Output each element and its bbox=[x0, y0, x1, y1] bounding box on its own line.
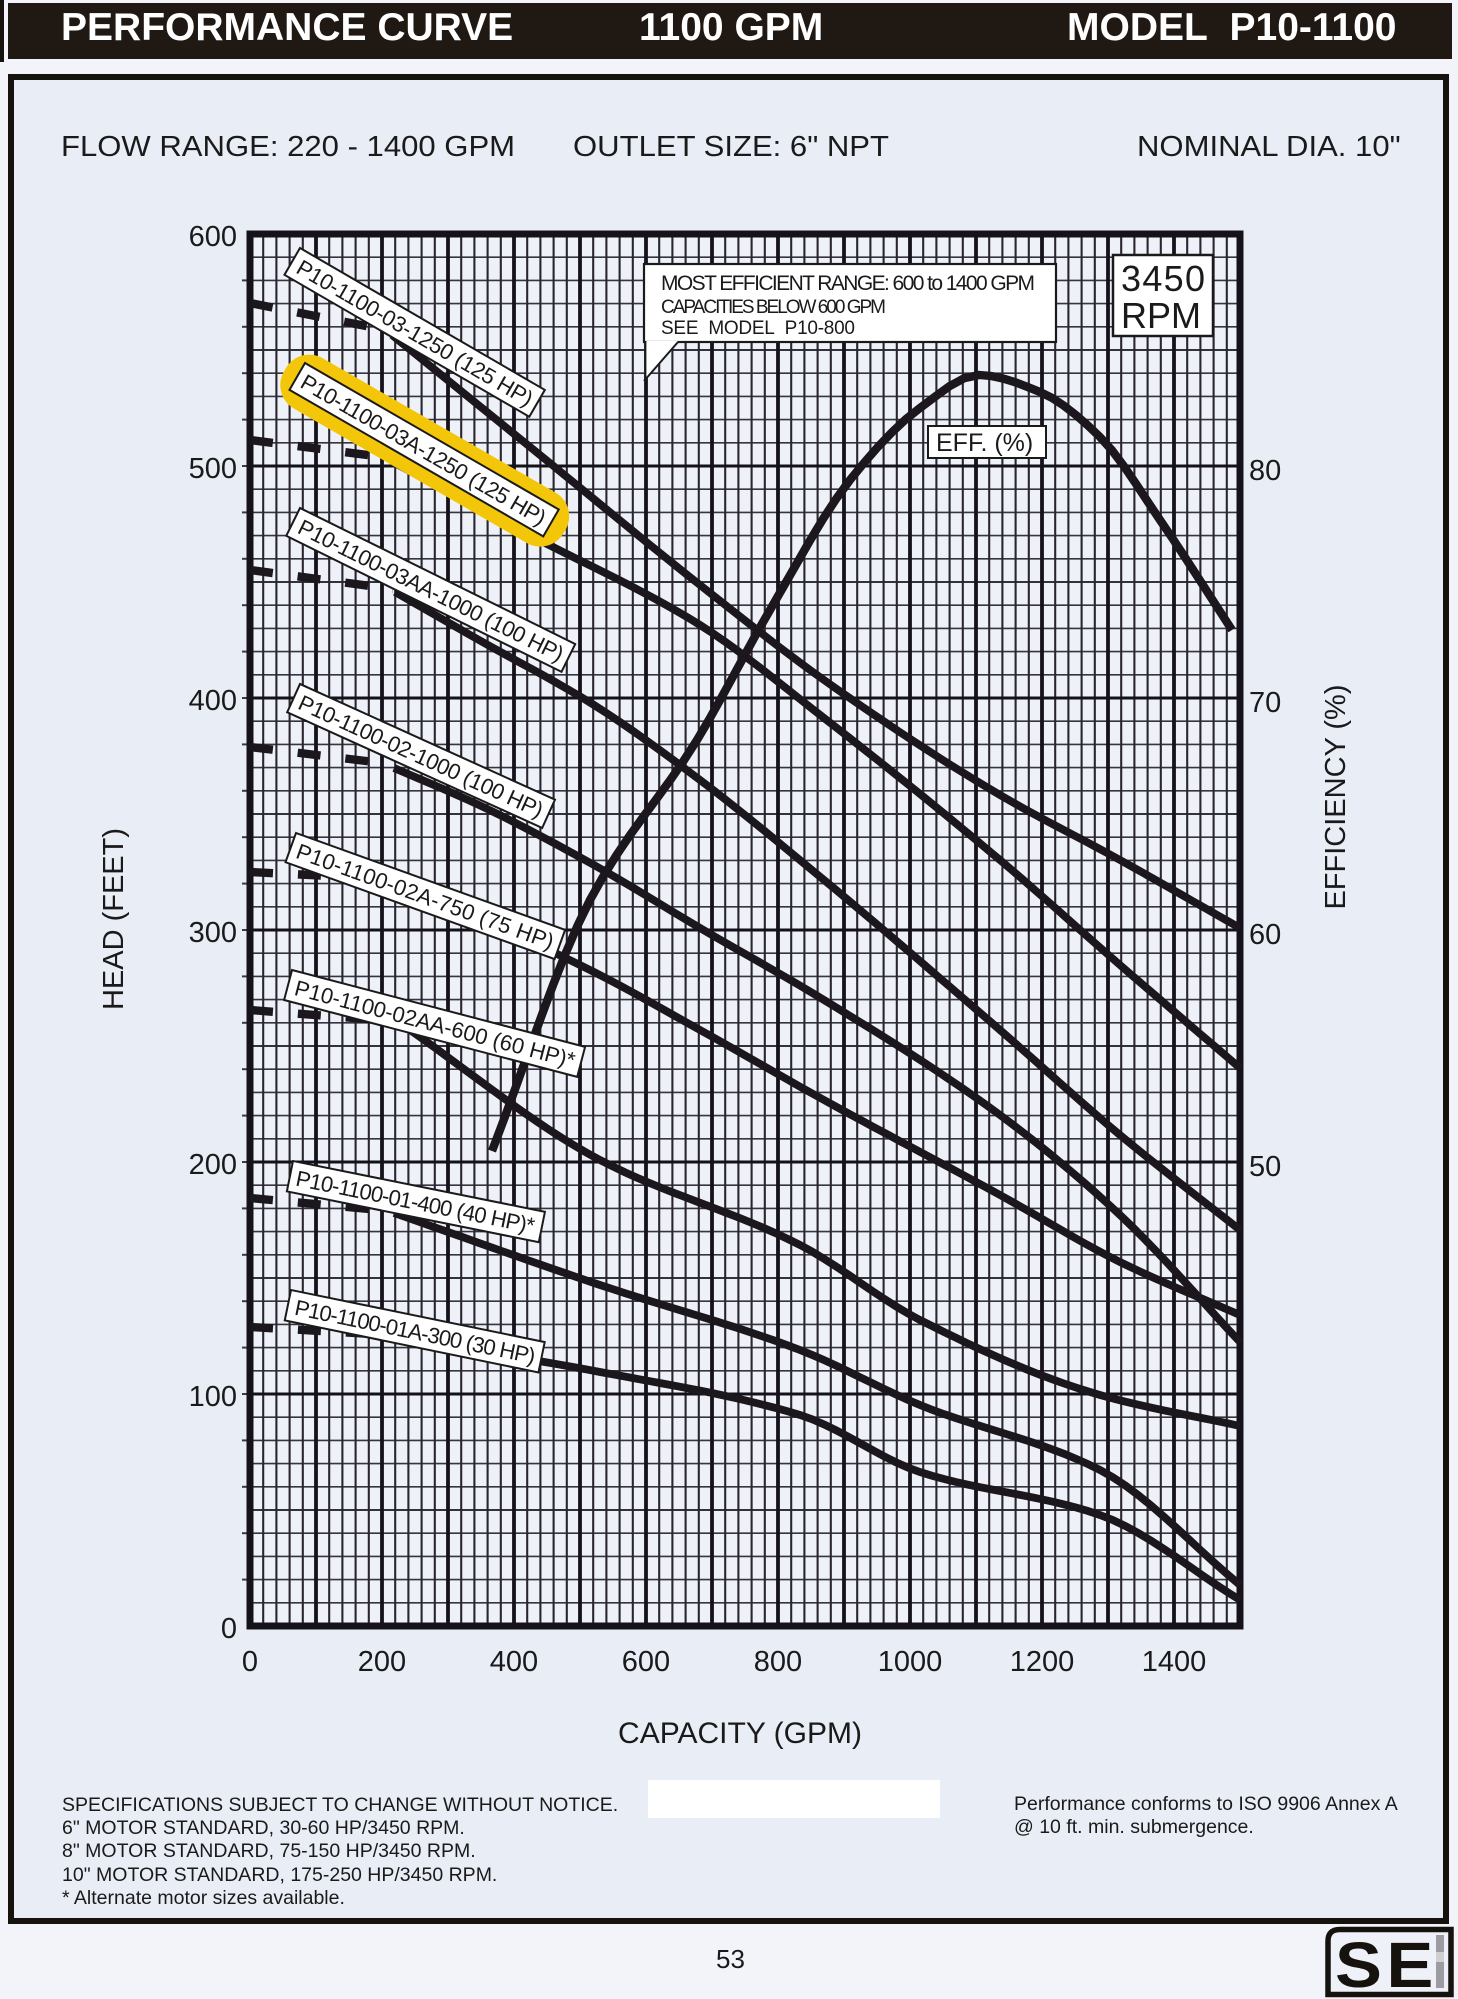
svg-text:600: 600 bbox=[189, 221, 237, 253]
svg-text:1200: 1200 bbox=[1010, 1646, 1075, 1678]
svg-text:EFFICIENCY (%): EFFICIENCY (%) bbox=[1320, 684, 1352, 909]
svg-text:80: 80 bbox=[1249, 455, 1281, 487]
svg-text:EFF. (%): EFF. (%) bbox=[936, 429, 1033, 457]
svg-text:CAPACITY (GPM): CAPACITY (GPM) bbox=[618, 1717, 862, 1750]
svg-text:1000: 1000 bbox=[878, 1646, 943, 1678]
svg-text:200: 200 bbox=[358, 1646, 406, 1678]
svg-text:800: 800 bbox=[754, 1646, 802, 1678]
svg-text:HEAD (FEET): HEAD (FEET) bbox=[98, 828, 130, 1010]
svg-text:0: 0 bbox=[242, 1646, 258, 1678]
svg-text:1400: 1400 bbox=[1142, 1646, 1207, 1678]
svg-text:SEE MODEL P10-800: SEE MODEL P10-800 bbox=[661, 318, 855, 339]
svg-text:70: 70 bbox=[1249, 687, 1281, 719]
svg-text:300: 300 bbox=[189, 917, 237, 949]
svg-text:60: 60 bbox=[1249, 919, 1281, 951]
svg-text:50: 50 bbox=[1249, 1151, 1281, 1183]
svg-text:0: 0 bbox=[221, 1613, 237, 1645]
svg-text:400: 400 bbox=[490, 1646, 538, 1678]
svg-text:200: 200 bbox=[189, 1149, 237, 1181]
svg-text:100: 100 bbox=[189, 1381, 237, 1413]
svg-text:600: 600 bbox=[622, 1646, 670, 1678]
svg-text:3450: 3450 bbox=[1121, 258, 1205, 299]
svg-text:SE: SE bbox=[1335, 1930, 1438, 1999]
svg-text:RPM: RPM bbox=[1121, 295, 1201, 336]
svg-text:MOST EFFICIENT RANGE: 600 to 1: MOST EFFICIENT RANGE: 600 to 1400 GPM bbox=[661, 272, 1035, 295]
svg-text:400: 400 bbox=[189, 685, 237, 717]
svg-text:CAPACITIES BELOW 600 GPM: CAPACITIES BELOW 600 GPM bbox=[661, 297, 886, 318]
svg-text:500: 500 bbox=[189, 453, 237, 485]
